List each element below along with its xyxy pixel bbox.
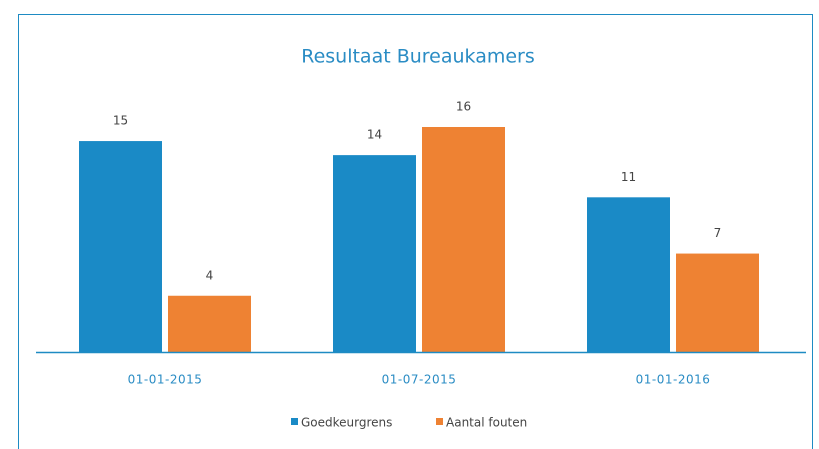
data-label: 15 (113, 114, 128, 128)
bar (587, 197, 670, 352)
legend-label: Aantal fouten (446, 416, 527, 430)
bar (422, 127, 505, 352)
data-label: 14 (367, 128, 382, 142)
legend-label: Goedkeurgrens (301, 416, 392, 430)
data-label: 11 (621, 170, 636, 184)
bar (676, 253, 759, 352)
legend-swatch (436, 418, 443, 425)
data-label: 16 (456, 100, 471, 114)
chart-title: Resultaat Bureaukamers (301, 46, 535, 68)
bar (79, 141, 162, 352)
legend-swatch (291, 418, 298, 425)
x-tick-label: 01-01-2015 (128, 373, 203, 387)
data-label: 4 (206, 268, 214, 282)
bar (333, 155, 416, 352)
data-label: 7 (714, 226, 722, 240)
x-tick-label: 01-01-2016 (636, 373, 711, 387)
x-tick-label: 01-07-2015 (382, 373, 457, 387)
bar (168, 295, 251, 352)
